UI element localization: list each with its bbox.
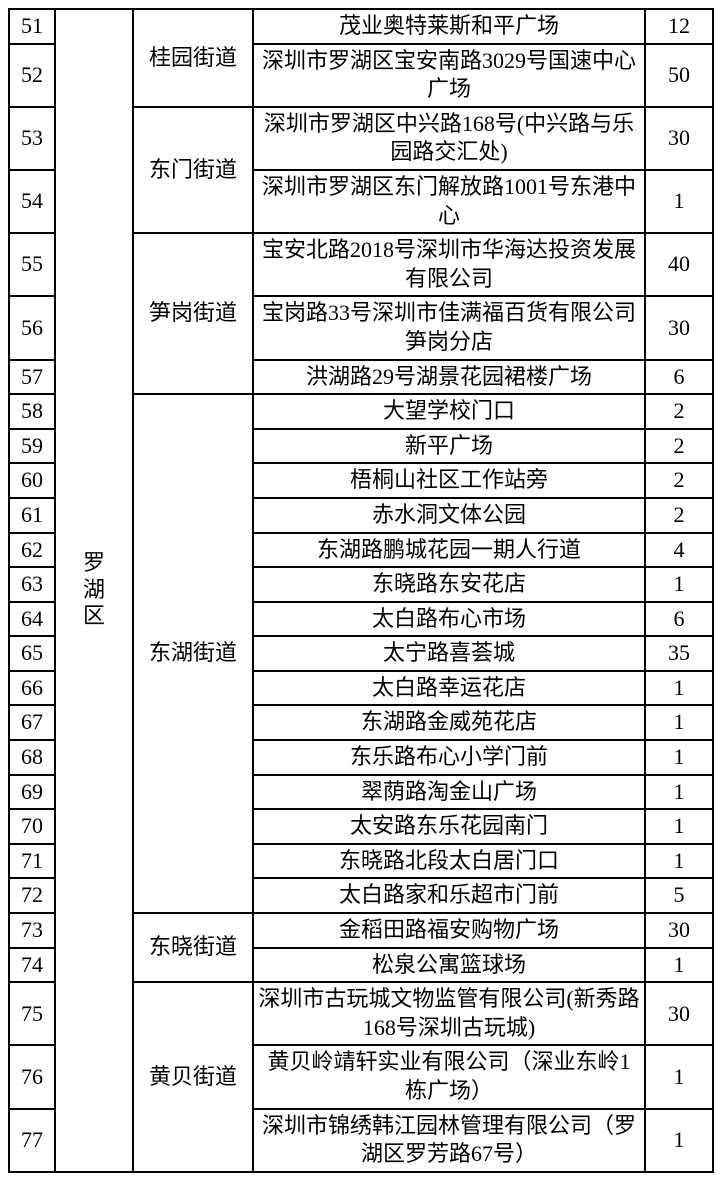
address-cell: 东湖路金威苑花店 — [253, 705, 645, 740]
row-number: 73 — [9, 913, 55, 948]
row-number: 68 — [9, 740, 55, 775]
address-cell: 松泉公寓篮球场 — [253, 948, 645, 983]
count-cell: 6 — [645, 602, 713, 637]
count-cell: 1 — [645, 809, 713, 844]
street-cell: 笋岗街道 — [133, 233, 253, 394]
address-cell: 梧桐山社区工作站旁 — [253, 463, 645, 498]
row-number: 51 — [9, 9, 55, 44]
street-cell: 东湖街道 — [133, 394, 253, 913]
street-cell: 东门街道 — [133, 107, 253, 233]
count-cell: 50 — [645, 44, 713, 107]
address-cell: 新平广场 — [253, 429, 645, 464]
count-cell: 30 — [645, 913, 713, 948]
table-row: 51罗湖区桂园街道茂业奥特莱斯和平广场12 — [9, 9, 713, 44]
address-cell: 太安路东乐花园南门 — [253, 809, 645, 844]
count-cell: 2 — [645, 498, 713, 533]
row-number: 54 — [9, 170, 55, 233]
count-cell: 12 — [645, 9, 713, 44]
address-cell: 宝岗路33号深圳市佳满福百货有限公司笋岗分店 — [253, 296, 645, 359]
address-cell: 太白路家和乐超市门前 — [253, 878, 645, 913]
count-cell: 30 — [645, 107, 713, 170]
address-cell: 大望学校门口 — [253, 394, 645, 429]
row-number: 58 — [9, 394, 55, 429]
row-number: 56 — [9, 296, 55, 359]
address-cell: 深圳市锦绣韩江园林管理有限公司（罗湖区罗芳路67号） — [253, 1109, 645, 1172]
row-number: 72 — [9, 878, 55, 913]
count-cell: 2 — [645, 429, 713, 464]
row-number: 52 — [9, 44, 55, 107]
district-cell: 罗湖区 — [55, 9, 133, 1172]
count-cell: 1 — [645, 170, 713, 233]
row-number: 62 — [9, 533, 55, 568]
row-number: 57 — [9, 360, 55, 395]
address-cell: 洪湖路29号湖景花园裙楼广场 — [253, 360, 645, 395]
address-cell: 深圳市罗湖区宝安南路3029号国速中心广场 — [253, 44, 645, 107]
address-cell: 黄贝岭靖轩实业有限公司（深业东岭1栋广场） — [253, 1045, 645, 1108]
district-label: 罗湖区 — [81, 550, 107, 629]
address-cell: 茂业奥特莱斯和平广场 — [253, 9, 645, 44]
address-cell: 东晓路东安花店 — [253, 567, 645, 602]
count-cell: 1 — [645, 1045, 713, 1108]
count-cell: 4 — [645, 533, 713, 568]
count-cell: 35 — [645, 636, 713, 671]
address-cell: 金稻田路福安购物广场 — [253, 913, 645, 948]
row-number: 77 — [9, 1109, 55, 1172]
row-number: 67 — [9, 705, 55, 740]
row-number: 69 — [9, 775, 55, 810]
count-cell: 1 — [645, 671, 713, 706]
street-cell: 桂园街道 — [133, 9, 253, 107]
row-number: 66 — [9, 671, 55, 706]
row-number: 60 — [9, 463, 55, 498]
address-cell: 深圳市罗湖区东门解放路1001号东港中心 — [253, 170, 645, 233]
row-number: 64 — [9, 602, 55, 637]
count-cell: 1 — [645, 948, 713, 983]
row-number: 71 — [9, 844, 55, 879]
count-cell: 1 — [645, 1109, 713, 1172]
address-cell: 太白路幸运花店 — [253, 671, 645, 706]
row-number: 70 — [9, 809, 55, 844]
count-cell: 1 — [645, 740, 713, 775]
count-cell: 1 — [645, 705, 713, 740]
row-number: 59 — [9, 429, 55, 464]
count-cell: 5 — [645, 878, 713, 913]
count-cell: 30 — [645, 982, 713, 1045]
row-number: 53 — [9, 107, 55, 170]
row-number: 63 — [9, 567, 55, 602]
address-cell: 赤水洞文体公园 — [253, 498, 645, 533]
address-cell: 翠荫路淘金山广场 — [253, 775, 645, 810]
count-cell: 2 — [645, 394, 713, 429]
row-number: 74 — [9, 948, 55, 983]
address-cell: 东晓路北段太白居门口 — [253, 844, 645, 879]
count-cell: 1 — [645, 775, 713, 810]
count-cell: 1 — [645, 844, 713, 879]
count-cell: 6 — [645, 360, 713, 395]
address-cell: 太白路布心市场 — [253, 602, 645, 637]
count-cell: 1 — [645, 567, 713, 602]
location-table: 51罗湖区桂园街道茂业奥特莱斯和平广场1252深圳市罗湖区宝安南路3029号国速… — [8, 8, 714, 1173]
row-number: 65 — [9, 636, 55, 671]
address-cell: 深圳市古玩城文物监管有限公司(新秀路168号深圳古玩城) — [253, 982, 645, 1045]
address-cell: 深圳市罗湖区中兴路168号(中兴路与乐园路交汇处) — [253, 107, 645, 170]
address-cell: 东湖路鹏城花园一期人行道 — [253, 533, 645, 568]
address-cell: 太宁路喜荟城 — [253, 636, 645, 671]
street-cell: 东晓街道 — [133, 913, 253, 982]
row-number: 61 — [9, 498, 55, 533]
address-cell: 宝安北路2018号深圳市华海达投资发展有限公司 — [253, 233, 645, 296]
address-cell: 东乐路布心小学门前 — [253, 740, 645, 775]
count-cell: 30 — [645, 296, 713, 359]
row-number: 75 — [9, 982, 55, 1045]
count-cell: 2 — [645, 463, 713, 498]
row-number: 55 — [9, 233, 55, 296]
street-cell: 黄贝街道 — [133, 982, 253, 1172]
row-number: 76 — [9, 1045, 55, 1108]
count-cell: 40 — [645, 233, 713, 296]
